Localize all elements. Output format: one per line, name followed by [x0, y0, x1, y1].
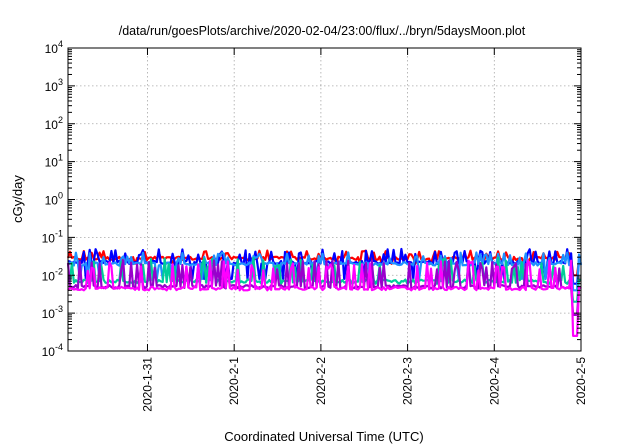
x-tick-label: 2020-2-5	[574, 357, 588, 405]
y-axis-ticks: 10-4 10-3 10-2 10-1 100 101 102 103 104	[42, 39, 581, 359]
y-axis-label: cGy/day	[10, 175, 25, 223]
y-tick-label: 101	[45, 153, 63, 170]
x-axis-ticks: 2020-1-31 2020-2-1 2020-2-2 2020-2-3 2020-2-…	[140, 48, 588, 412]
x-tick-label: 2020-2-1	[227, 357, 241, 405]
grid-lines	[68, 48, 581, 351]
x-tick-label: 2020-1-31	[140, 357, 154, 412]
x-axis-label: Coordinated Universal Time (UTC)	[224, 429, 423, 444]
y-tick-label: 10-4	[42, 342, 63, 359]
y-tick-label: 10-1	[42, 228, 63, 245]
series-group	[66, 247, 583, 337]
x-tick-label: 2020-2-4	[487, 357, 501, 405]
y-tick-label: 103	[45, 77, 63, 94]
x-tick-label: 2020-2-2	[314, 357, 328, 405]
y-tick-label: 10-3	[42, 304, 63, 321]
y-tick-label: 10-2	[42, 266, 63, 283]
series-line-6	[67, 259, 582, 337]
y-tick-label: 104	[45, 39, 63, 56]
y-tick-label: 100	[45, 191, 63, 208]
x-tick-label: 2020-2-3	[401, 357, 415, 405]
chart-title: /data/run/goesPlots/archive/2020-02-04/2…	[119, 24, 526, 38]
y-tick-label: 102	[45, 115, 63, 132]
